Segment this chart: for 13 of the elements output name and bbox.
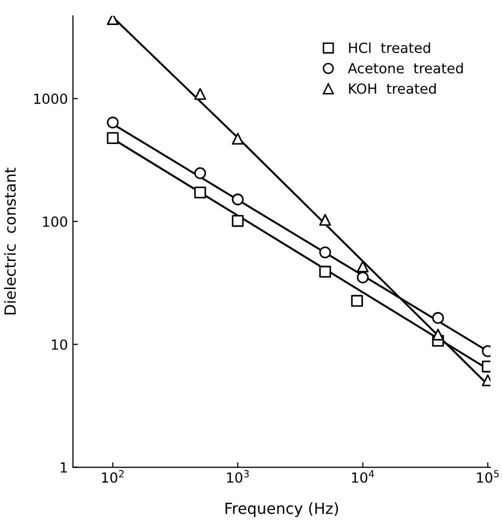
x-axis-title: Frequency (Hz) xyxy=(226,502,338,518)
y-tick-label: 10 xyxy=(52,339,68,350)
x-tick-label: 10$^{5}$ xyxy=(477,470,499,483)
legend-label: Acetone treated xyxy=(348,62,463,74)
legend-label: HCl treated xyxy=(349,42,430,54)
legend-label: KOH treated xyxy=(349,83,436,94)
x-tick-label: 10$^{4}$ xyxy=(352,470,374,483)
x-tick-label: 10$^{2}$ xyxy=(102,470,124,483)
y-tick-label: 1 xyxy=(60,462,67,473)
y-tick-label: 100 xyxy=(43,216,68,227)
y-tick-label: 1000 xyxy=(34,94,68,104)
y-axis-title: Dielectric constant xyxy=(4,168,16,314)
x-tick-label: 10$^{3}$ xyxy=(227,470,249,483)
